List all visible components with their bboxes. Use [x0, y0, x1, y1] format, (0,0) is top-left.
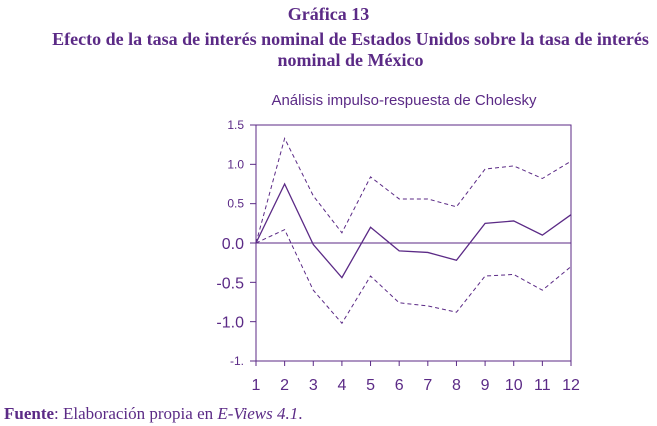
source-label: Fuente — [4, 404, 55, 423]
figure-number: Gráfica 13 — [287, 4, 370, 24]
confidence-band-line-1 — [255, 136, 572, 244]
y-tick-label: 1.5 — [227, 118, 244, 132]
y-tick-label: -0.5 — [216, 275, 244, 292]
y-tick-label: 0.0 — [222, 236, 244, 253]
y-tick-label: -1.0 — [216, 315, 244, 332]
x-tick-label: 3 — [309, 377, 318, 394]
x-tick-label: 9 — [481, 377, 490, 394]
confidence-band-line-2 — [255, 228, 572, 325]
impulse-response-line — [255, 182, 572, 279]
plot-area: 1.51.00.50.0-0.5-1.0-1.1 2 3 4 5 6 7 8 9 10 11 12 — [216, 118, 580, 394]
x-tick-label: 8 — [452, 377, 461, 394]
x-tick-label: 5 — [366, 377, 375, 394]
y-tick-label: 1.0 — [227, 157, 244, 171]
source-text: : Elaboración propia en — [54, 404, 218, 423]
x-tick-label: 7 — [423, 377, 432, 394]
source-end: . — [298, 404, 303, 423]
source-note: Fuente: Elaboración propia en E-Views 4.… — [4, 404, 303, 424]
y-tick-label: -1. — [230, 354, 244, 368]
source-software: E-Views 4.1 — [217, 404, 299, 423]
x-tick-label: 6 — [395, 377, 404, 394]
x-tick-label: 12 — [562, 377, 580, 394]
x-tick-label: 4 — [337, 377, 346, 394]
chart-subtitle: Análisis impulso-respuesta de Cholesky — [271, 92, 537, 109]
x-tick-label: 1 — [252, 377, 261, 394]
figure-title: Efecto de la tasa de interés nominal de … — [52, 29, 649, 70]
x-tick-label: 10 — [505, 377, 523, 394]
x-tick-label: 2 — [280, 377, 289, 394]
y-tick-label: 0.5 — [227, 197, 244, 211]
x-tick-label: 11 — [534, 377, 551, 394]
